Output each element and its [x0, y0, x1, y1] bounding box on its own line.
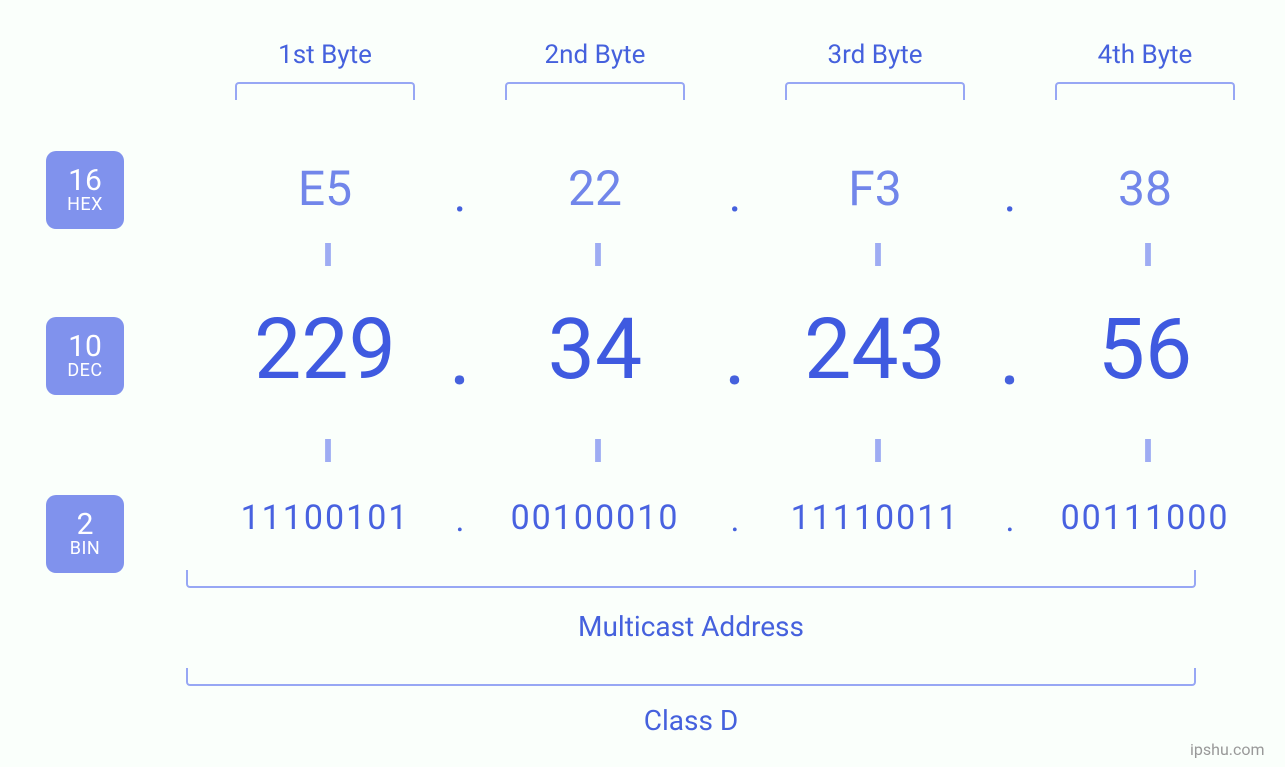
bin-dot-3: . [998, 500, 1022, 540]
byte-header-4: 4th Byte [1065, 40, 1225, 70]
dec-byte-2: 34 [480, 300, 710, 399]
dec-byte-4: 56 [1030, 300, 1260, 399]
dec-dot-3: . [990, 306, 1030, 405]
hex-dot-1: . [445, 166, 475, 223]
hex-byte-4: 38 [1065, 160, 1225, 217]
equals-hex-dec-1: II [305, 236, 345, 274]
byte-bracket-top-1 [235, 82, 415, 100]
equals-hex-dec-3: II [855, 236, 895, 274]
base-badge-hex: 16HEX [46, 151, 124, 229]
label-multicast-address: Multicast Address [186, 610, 1196, 643]
label-class-d: Class D [186, 704, 1196, 737]
base-badge-dec: 10DEC [46, 317, 124, 395]
badge-base-number: 2 [77, 509, 94, 541]
bracket-multicast [186, 570, 1196, 588]
hex-byte-1: E5 [245, 160, 405, 217]
equals-hex-dec-2: II [575, 236, 615, 274]
bracket-class [186, 668, 1196, 686]
watermark: ipshu.com [1190, 740, 1265, 759]
bin-dot-1: . [448, 500, 472, 540]
badge-base-label: BIN [70, 540, 100, 559]
equals-dec-bin-1: II [305, 432, 345, 470]
byte-header-2: 2nd Byte [515, 40, 675, 70]
base-badge-bin: 2BIN [46, 495, 124, 573]
hex-byte-3: F3 [795, 160, 955, 217]
hex-byte-2: 22 [515, 160, 675, 217]
equals-dec-bin-2: II [575, 432, 615, 470]
equals-dec-bin-4: II [1125, 432, 1165, 470]
badge-base-number: 10 [68, 331, 102, 363]
bin-byte-1: 11100101 [210, 498, 440, 538]
bin-byte-3: 11110011 [760, 498, 990, 538]
byte-header-1: 1st Byte [245, 40, 405, 70]
badge-base-number: 16 [68, 165, 102, 197]
dec-byte-3: 243 [760, 300, 990, 399]
badge-base-label: DEC [67, 362, 102, 381]
dec-dot-1: . [440, 306, 480, 405]
bin-byte-2: 00100010 [480, 498, 710, 538]
dec-byte-1: 229 [210, 300, 440, 399]
equals-hex-dec-4: II [1125, 236, 1165, 274]
hex-dot-2: . [720, 166, 750, 223]
byte-bracket-top-4 [1055, 82, 1235, 100]
byte-bracket-top-3 [785, 82, 965, 100]
badge-base-label: HEX [67, 196, 103, 215]
equals-dec-bin-3: II [855, 432, 895, 470]
byte-bracket-top-2 [505, 82, 685, 100]
hex-dot-3: . [995, 166, 1025, 223]
bin-dot-2: . [723, 500, 747, 540]
bin-byte-4: 00111000 [1030, 498, 1260, 538]
byte-header-3: 3rd Byte [795, 40, 955, 70]
dec-dot-2: . [715, 306, 755, 405]
